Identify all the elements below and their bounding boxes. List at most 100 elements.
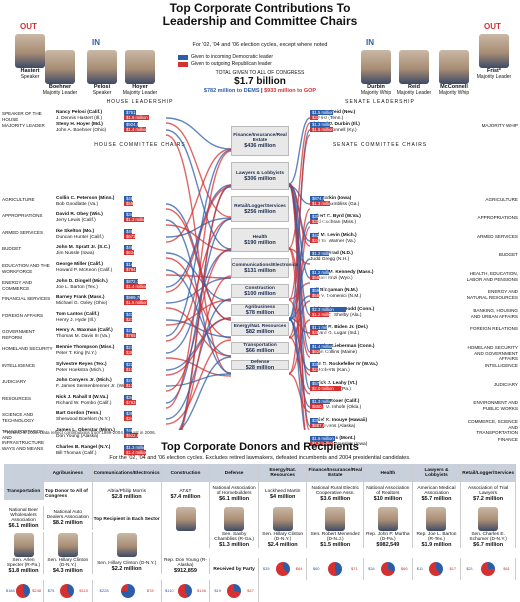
dem-flow: [165, 129, 232, 250]
top-donor-cell: Lockheed Martin $4 million: [259, 482, 308, 506]
recipient-amount: $1.3 million: [219, 542, 250, 548]
donor-name: American Medical Association: [417, 486, 456, 496]
tag-in: IN: [366, 38, 374, 47]
portrait-photo: [45, 50, 75, 84]
sector-header: Retail/Logger/Services: [461, 464, 516, 482]
gop-flow: [165, 150, 232, 409]
gop-amount: $138,132: [124, 383, 144, 388]
dem-amount: $352,167: [310, 418, 330, 423]
gop-share-label: $47: [247, 587, 254, 593]
gop-share-label: $248: [32, 587, 42, 593]
recipient-name: Rep. Joe L. Barton (R-Tex.): [416, 532, 457, 542]
row-label-recipient: Top Recipient in Each Sector: [93, 506, 162, 532]
dem-share-label: $34: [368, 565, 375, 571]
dem-amount: $1.3 million: [310, 399, 334, 404]
recipient-amount: $912,859: [174, 568, 197, 574]
tag-in: IN: [92, 38, 100, 47]
committee-label: FINANCE: [497, 437, 518, 442]
recipient-amount: $6.7 million: [473, 542, 504, 548]
dem-share-label: $19: [214, 587, 222, 593]
gop-member: Bill Thomas (Calif.): [56, 451, 97, 456]
member-names: Kent Conrad (N.D.) Judd Gregg (N.H.): [310, 251, 390, 263]
dem-amount: $872,140: [124, 279, 144, 284]
gop-flow: [288, 373, 311, 413]
recipient-amount: $1.8 million: [8, 568, 39, 574]
portrait-caption: Hastert Speaker: [12, 68, 48, 80]
gop-member: Michael Enzi (Wyo.): [310, 276, 353, 281]
dem-flow: [288, 117, 311, 185]
portrait-caption: Boehner Majority Leader: [42, 84, 78, 96]
committee-label: FOREIGN AFFAIRS: [2, 313, 44, 318]
committee-label: BUDGET: [498, 252, 518, 257]
recipient-name: Sen. Saxby Chambliss (R-Ga.): [214, 532, 254, 542]
gop-member: Michael G. Oxley (Ohio): [56, 301, 108, 306]
sector-header: Transportation: [4, 482, 44, 500]
total-dem: $782 million to DEMS: [203, 88, 260, 94]
amount-bars: $1.6 million $1.5 million: [310, 436, 336, 446]
member-names: Robert C. Byrd (W.Va.) Thad Cochran (Miss…: [310, 214, 390, 226]
portrait-photo: [399, 50, 429, 84]
gop-amount: $1.4 million: [124, 127, 148, 132]
row-label-donor: Top Donor to All of Congress: [44, 482, 93, 506]
dem-member: Patrick J. Leahy (Vt.): [310, 381, 358, 386]
gop-amount: $1.4 million: [124, 284, 148, 289]
dem-member: Nancy Pelosi (Calif.): [56, 110, 103, 115]
industry-hub: Transportation $66 million: [231, 342, 289, 354]
member-names: Bart Gordon (Tenn.) Sherwood Boehlert (N.…: [56, 411, 136, 423]
portrait-caption: McConnell Majority Whip: [436, 84, 472, 96]
party-split-cell: $75 $115: [44, 580, 93, 602]
industry-value: $306 million: [244, 175, 276, 182]
gop-member: Saxby Chambliss (Ga.): [310, 202, 360, 207]
recipient-cell: Sen. Robert Menendez (D-N.J.) $1.5 millio…: [307, 532, 365, 548]
top-donor-cell: Altria/Philip Morris $2.8 million: [93, 482, 162, 506]
party-pie: [227, 584, 242, 598]
committee-label: BUDGET: [2, 246, 22, 251]
dem-member: Jeff Bingaman (N.M.): [310, 288, 358, 293]
committee-label: MAJORITY WHIP: [481, 123, 518, 128]
gop-member: Thad Cochran (Miss.): [310, 220, 357, 225]
party-split-cell: $60 $71: [307, 558, 365, 580]
industry-hub: Construction $100 million: [231, 284, 289, 298]
industry-name: Health: [252, 234, 268, 240]
amount-bars: $352,167 $887,686: [310, 418, 330, 428]
portrait-role: Speaker: [20, 74, 40, 80]
recipient-photo-cell: [93, 532, 162, 558]
dem-amount: $464,339: [124, 229, 144, 234]
amount-bars: $1.1 million $365,031: [310, 325, 334, 335]
gop-amount: $1.5 million: [310, 441, 334, 446]
tag-out: OUT: [484, 22, 501, 31]
dem-member: Edward M. Kennedy (Mass.): [310, 270, 374, 275]
dem-member: Tom Harkin (Iowa): [310, 196, 352, 201]
dem-amount: $1.3 million: [124, 445, 148, 450]
committee-label: ENVIRONMENT AND PUBLIC WORKS: [473, 400, 518, 411]
gop-amount: $563,966: [310, 275, 330, 280]
member-names: John Conyers Jr. (Mich.) F. James Sensenb…: [56, 378, 136, 390]
dem-amount: $874,891: [310, 196, 330, 201]
donors-table: Agribusiness Communications/Electronics Co…: [4, 464, 516, 602]
sector-header: Communications/Electronics: [92, 464, 162, 482]
member-names: John M. Spratt Jr. (S.C.) Jim Nussle (Iow…: [56, 245, 136, 257]
top-donor-cell: National Auto Dealers Association $8.2 mi…: [44, 506, 93, 530]
dem-flow: [288, 317, 306, 430]
dem-amount: $1.6 million: [310, 436, 336, 441]
gop-share-label: $71: [351, 565, 358, 571]
amount-bars: $1.3 million $850,097: [310, 399, 334, 409]
dem-member: Henry A. Waxman (Calif.): [56, 328, 113, 333]
gop-flow: [165, 148, 232, 243]
donors-subtitle: For the '02, '04 and '06 election cycles…: [109, 455, 411, 461]
gop-amount: $794,592: [124, 267, 144, 272]
portrait-caption: Reid Majority Leader: [396, 84, 432, 96]
committee-label: RESOURCES: [2, 396, 32, 401]
committee-label: COMMERCE, SCIENCE AND TRANSPORTATION: [467, 419, 518, 435]
recipient-name: Rep. John P. Murtha (D-Pa.): [366, 532, 410, 542]
dem-member: Barbara Boxer (Calif.): [310, 399, 360, 404]
dem-amount: $348,653: [124, 212, 144, 217]
sector-header: Health: [364, 464, 413, 482]
sector-header: Finance/Insurance/Real Estate: [307, 464, 365, 482]
recipient-photo: [272, 507, 293, 531]
dem-member: John D. Dingell (Mich.): [56, 279, 108, 284]
dem-amount: $394,796: [124, 411, 144, 416]
amount-bars: $394,796 $240,045: [124, 411, 144, 421]
donor-amount: $6.1 million: [219, 496, 250, 502]
committee-label: FINANCIAL SERVICES: [2, 296, 51, 301]
